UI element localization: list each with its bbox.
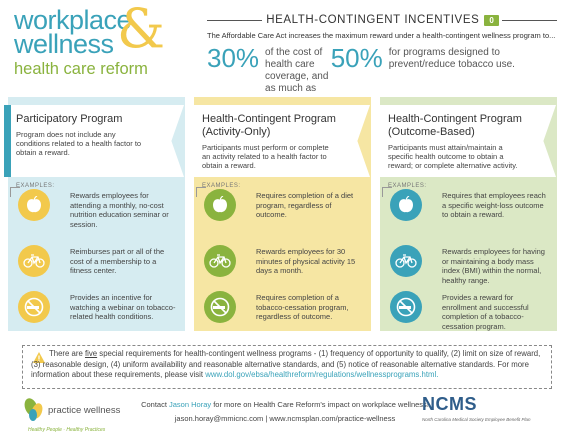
example-text: Requires completion of a tobacco-cessati… bbox=[256, 293, 349, 321]
req-part1: There are bbox=[49, 349, 85, 358]
examples-hook bbox=[382, 187, 392, 197]
banner-accent-bar bbox=[4, 105, 11, 177]
leaf-logo-icon bbox=[24, 398, 43, 421]
column-participatory: Participatory Program Program does not i… bbox=[4, 97, 185, 331]
logo-name: practice wellness bbox=[48, 404, 121, 416]
warning-icon bbox=[33, 350, 45, 368]
incentives-title-row: HEALTH-CONTINGENT INCENTIVES 0 bbox=[207, 14, 557, 26]
title-workplace: workplace bbox=[14, 5, 132, 35]
no-smoking-icon bbox=[204, 291, 236, 323]
divider-right bbox=[501, 19, 557, 21]
ncms-wordmark: NCMS bbox=[422, 394, 477, 414]
no-smoking-icon bbox=[390, 291, 422, 323]
divider-left bbox=[207, 19, 263, 21]
example-item: Rewards employees for attending a monthl… bbox=[18, 189, 178, 229]
incentives-badge: 0 bbox=[484, 14, 499, 26]
stat-30-value: 30% bbox=[207, 43, 260, 73]
example-item: Provides a reward for enrollment and suc… bbox=[390, 291, 550, 331]
logo-tagline: Healthy People · Healthy Practices bbox=[28, 427, 106, 433]
req-five: five bbox=[84, 349, 98, 358]
bicycle-icon bbox=[390, 245, 422, 277]
examples-hook bbox=[10, 187, 20, 197]
practice-wellness-logo: practice wellness Healthy People · Healt… bbox=[24, 397, 121, 433]
examples-label: EXAMPLES: bbox=[202, 183, 241, 189]
column-banner: Health-Contingent Program (Outcome-Based… bbox=[376, 105, 556, 177]
example-item: Rewards employees for having or maintain… bbox=[390, 245, 550, 285]
contact-name[interactable]: Jason Horay bbox=[169, 400, 212, 409]
ncms-subtitle: North Carolina Medical Society Employee … bbox=[422, 417, 531, 422]
contact-pre: Contact bbox=[141, 400, 170, 409]
stat-50: 50% for programs designed to prevent/red… bbox=[331, 45, 557, 71]
contact-post: for more on Health Care Reform's impact … bbox=[211, 400, 429, 409]
column-banner: Health-Contingent Program (Activity-Only… bbox=[190, 105, 370, 177]
stat-50-text: for programs designed to prevent/reduce … bbox=[388, 47, 515, 70]
requirements-text: There are five special requirements for … bbox=[31, 349, 543, 381]
req-part3: For more information about these require… bbox=[31, 359, 529, 380]
footer: practice wellness Healthy People · Healt… bbox=[0, 392, 570, 442]
column-description: Participants must perform or complete an… bbox=[202, 143, 329, 170]
incentives-stats: 30% of the cost of health care coverage,… bbox=[207, 45, 557, 95]
example-item: Requires that employees reach a specific… bbox=[390, 189, 550, 221]
example-item: Reimburses part or all of the cost of a … bbox=[18, 245, 178, 277]
example-item: Requires completion of a diet program, r… bbox=[204, 189, 364, 221]
req-part2: special requirements for health-continge… bbox=[31, 349, 541, 369]
example-text: Requires that employees reach a specific… bbox=[442, 191, 546, 219]
column-outcome-based: Health-Contingent Program (Outcome-Based… bbox=[376, 97, 557, 331]
ampersand: & bbox=[117, 0, 166, 60]
examples-label: EXAMPLES: bbox=[16, 183, 55, 189]
example-item: Requires completion of a tobacco-cessati… bbox=[204, 291, 364, 323]
contact-line: Contact Jason Horay for more on Health C… bbox=[140, 398, 430, 412]
stat-50-value: 50% bbox=[330, 43, 383, 73]
header-title: workplace wellness health care reform bbox=[14, 5, 194, 79]
example-text: Provides a reward for enrollment and suc… bbox=[442, 293, 529, 331]
incentives-title: HEALTH-CONTINGENT INCENTIVES bbox=[266, 14, 480, 26]
examples-label: EXAMPLES: bbox=[388, 183, 427, 189]
title-wellness: wellness bbox=[14, 29, 114, 59]
example-item: Provides an incentive for watching a web… bbox=[18, 291, 178, 323]
example-text: Provides an incentive for watching a web… bbox=[70, 293, 176, 321]
column-description: Participants must attain/maintain a spec… bbox=[388, 143, 518, 170]
bicycle-icon bbox=[18, 245, 50, 277]
ncms-logo: NCMS North Carolina Medical Society Empl… bbox=[422, 394, 562, 422]
incentives-intro: The Affordable Care Act increases the ma… bbox=[207, 31, 556, 40]
column-activity-only: Health-Contingent Program (Activity-Only… bbox=[190, 97, 371, 331]
column-description: Program does not include any conditions … bbox=[16, 130, 142, 157]
column-title: Health-Contingent Program (Outcome-Based… bbox=[388, 113, 522, 138]
column-title: Health-Contingent Program (Activity-Only… bbox=[202, 113, 336, 138]
dol-link[interactable]: www.dol.gov/ebsa/healthreform/regulation… bbox=[205, 370, 439, 379]
stat-30-text: of the cost of health care coverage, and… bbox=[265, 47, 329, 94]
incentives-panel: HEALTH-CONTINGENT INCENTIVES 0 The Affor… bbox=[207, 14, 557, 95]
examples-hook bbox=[196, 187, 206, 197]
requirements-box: There are five special requirements for … bbox=[22, 345, 552, 389]
example-item: Rewards employees for 30 minutes of phys… bbox=[204, 245, 364, 277]
example-text: Reimburses part or all of the cost of a … bbox=[70, 247, 165, 275]
title-health-care-reform: health care reform bbox=[14, 60, 148, 78]
example-text: Rewards employees for having or maintain… bbox=[442, 247, 545, 285]
no-smoking-icon bbox=[18, 291, 50, 323]
bicycle-icon bbox=[204, 245, 236, 277]
column-title: Participatory Program bbox=[16, 113, 123, 125]
contact-block: Contact Jason Horay for more on Health C… bbox=[140, 398, 430, 426]
example-text: Rewards employees for attending a monthl… bbox=[70, 191, 169, 229]
example-text: Rewards employees for 30 minutes of phys… bbox=[256, 247, 356, 275]
apple-icon bbox=[390, 189, 422, 221]
column-banner: Participatory Program Program does not i… bbox=[4, 105, 184, 177]
example-text: Requires completion of a diet program, r… bbox=[256, 191, 354, 219]
apple-icon bbox=[18, 189, 50, 221]
stat-30: 30% of the cost of health care coverage,… bbox=[207, 45, 331, 95]
apple-icon bbox=[204, 189, 236, 221]
email-line[interactable]: jason.horay@mmicnc.com | www.ncmsplan.co… bbox=[174, 414, 396, 423]
